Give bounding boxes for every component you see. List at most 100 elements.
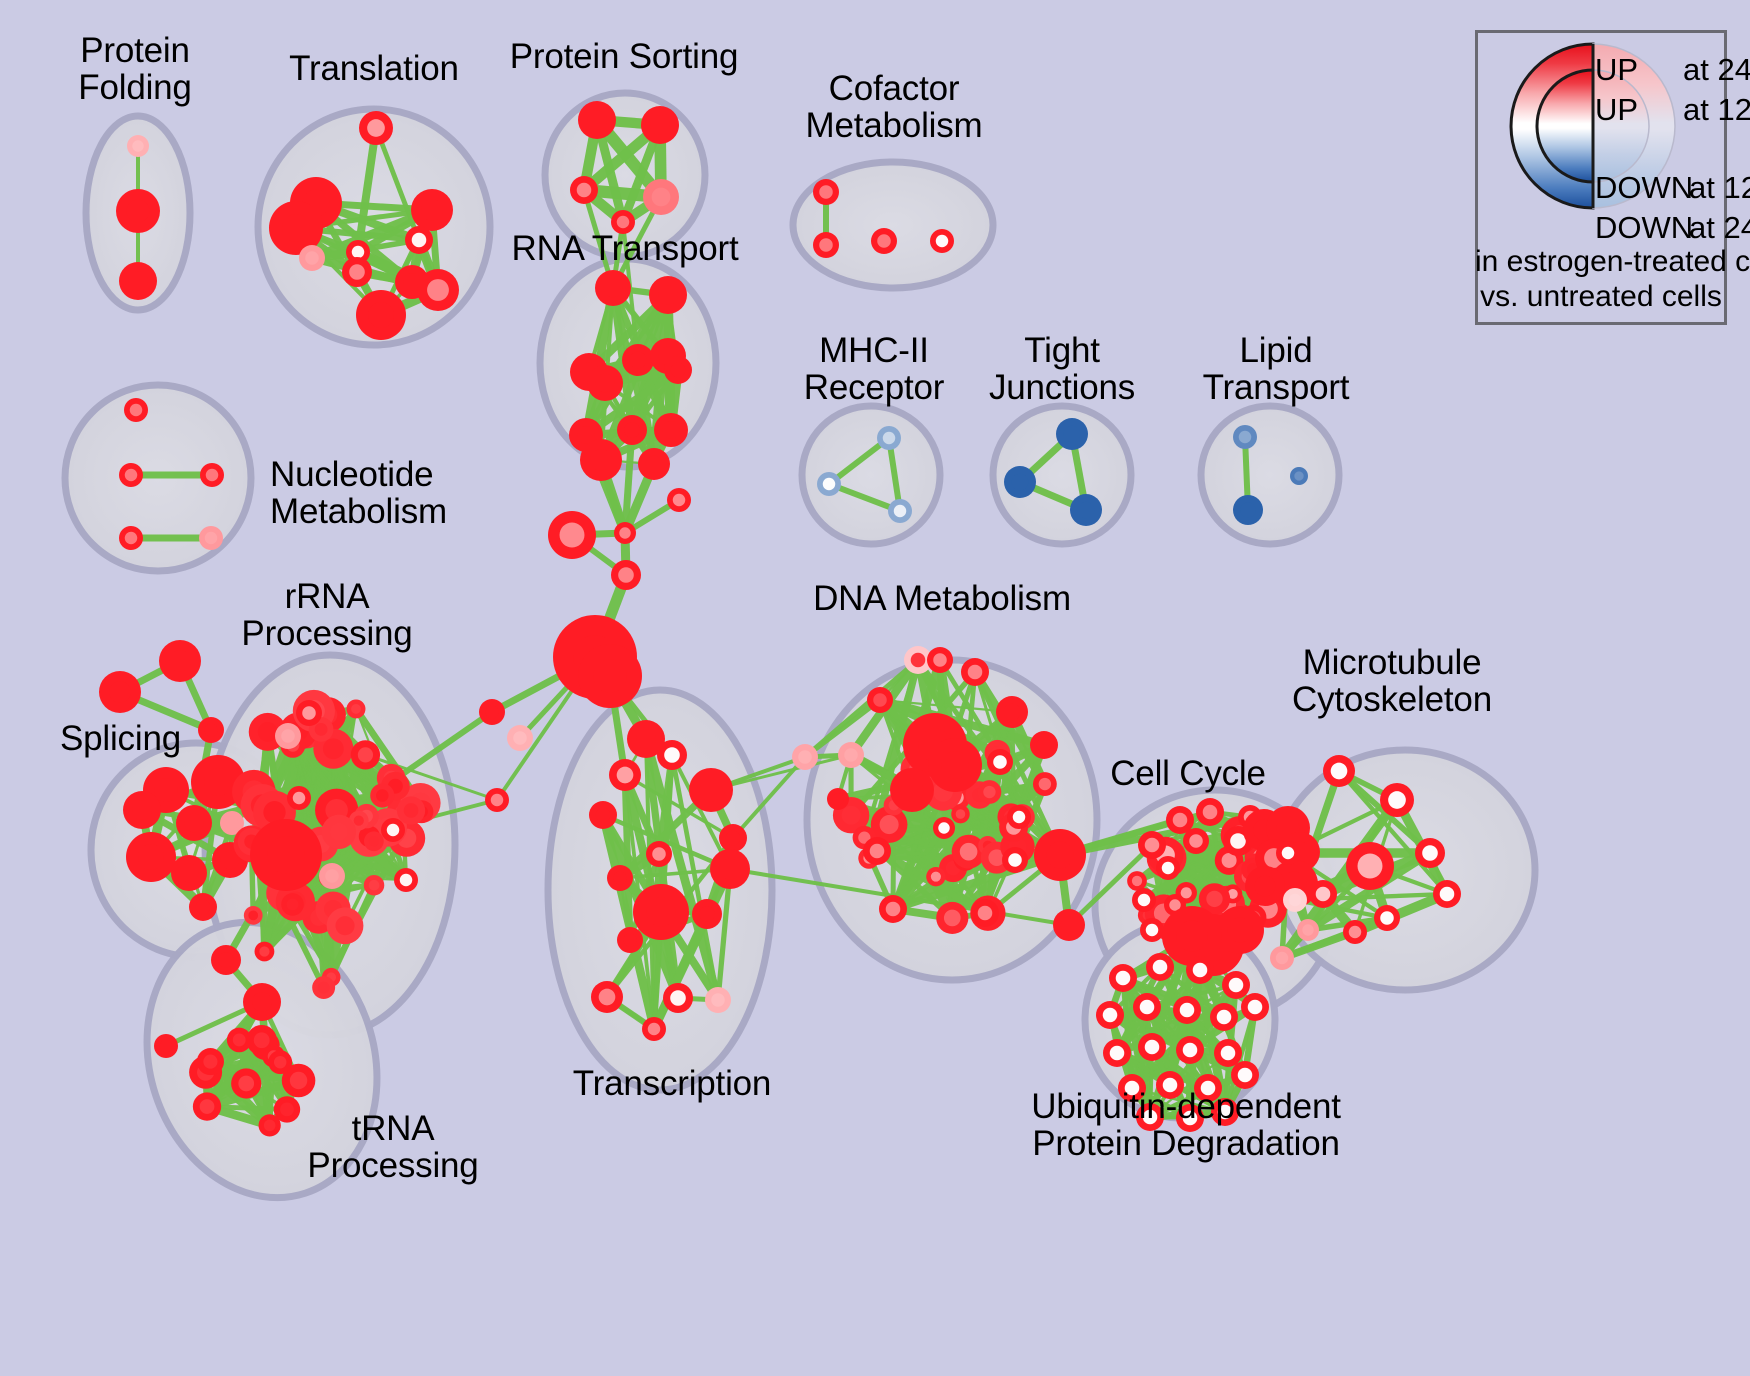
network-node[interactable] [211,945,241,975]
network-node[interactable] [1323,755,1355,787]
network-node[interactable] [622,344,654,376]
network-node[interactable] [1176,1104,1204,1132]
network-node[interactable] [1053,909,1085,941]
network-node[interactable] [1138,1033,1166,1061]
network-node[interactable] [689,768,733,812]
network-node[interactable] [667,488,691,512]
network-node[interactable] [890,768,934,812]
network-node[interactable] [664,356,692,384]
network-node[interactable] [719,824,747,852]
network-node[interactable] [1283,888,1307,912]
network-node[interactable] [933,817,955,839]
network-node[interactable] [641,106,679,144]
network-node[interactable] [321,814,357,850]
network-node[interactable] [1156,1071,1184,1099]
network-node[interactable] [1136,1103,1164,1131]
network-node[interactable] [617,415,647,445]
network-node[interactable] [1346,842,1394,890]
network-node[interactable] [258,1114,281,1137]
network-node[interactable] [1140,918,1164,942]
network-node[interactable] [1173,996,1201,1024]
network-node[interactable] [411,189,453,231]
network-node[interactable] [1216,906,1264,954]
network-node[interactable] [154,1034,178,1058]
network-node[interactable] [1211,1098,1239,1126]
network-node[interactable] [192,1092,222,1121]
network-node[interactable] [1309,880,1337,908]
network-node[interactable] [1245,866,1285,906]
network-node[interactable] [189,893,217,921]
network-node[interactable] [1176,1036,1204,1064]
network-node[interactable] [1056,418,1088,450]
network-node[interactable] [1233,425,1257,449]
network-node[interactable] [570,176,598,204]
network-node[interactable] [607,865,633,891]
network-node[interactable] [1004,466,1036,498]
network-node[interactable] [281,1063,316,1098]
network-node[interactable] [646,841,672,867]
network-node[interactable] [1196,798,1224,826]
network-node[interactable] [1138,831,1166,859]
network-node[interactable] [394,868,418,892]
network-node[interactable] [792,744,818,770]
network-node[interactable] [342,257,372,287]
network-node[interactable] [198,717,224,743]
network-node[interactable] [642,1017,666,1041]
network-node[interactable] [813,232,839,258]
network-node[interactable] [904,646,932,674]
network-node[interactable] [1146,953,1174,981]
network-node[interactable] [1222,971,1250,999]
network-node[interactable] [927,647,953,673]
network-node[interactable] [587,365,623,401]
network-node[interactable] [1032,772,1057,796]
network-node[interactable] [1127,871,1147,891]
network-node[interactable] [250,819,322,891]
network-node[interactable] [1343,920,1367,944]
network-node[interactable] [1297,919,1319,941]
network-node[interactable] [220,811,244,835]
network-node[interactable] [176,805,212,841]
network-node[interactable] [299,245,325,271]
network-node[interactable] [370,783,395,808]
network-node[interactable] [1103,1039,1131,1067]
network-node[interactable] [1109,964,1137,992]
network-node[interactable] [119,526,143,550]
network-node[interactable] [817,472,841,496]
network-node[interactable] [381,818,405,842]
network-node[interactable] [578,101,616,139]
network-node[interactable] [926,866,946,887]
network-node[interactable] [243,905,263,925]
network-node[interactable] [1290,467,1308,485]
network-node[interactable] [643,179,679,215]
network-node[interactable] [254,941,275,962]
network-node[interactable] [417,269,459,311]
network-node[interactable] [159,640,201,682]
network-node[interactable] [359,111,393,145]
network-node[interactable] [578,644,642,708]
network-node[interactable] [363,831,384,852]
network-node[interactable] [196,1048,224,1076]
network-node[interactable] [1194,1074,1222,1102]
network-node[interactable] [226,1027,252,1053]
network-node[interactable] [627,720,665,758]
network-node[interactable] [479,699,505,725]
network-node[interactable] [591,981,623,1013]
network-node[interactable] [928,738,982,792]
network-node[interactable] [609,759,641,791]
network-node[interactable] [867,687,893,713]
network-node[interactable] [243,983,281,1021]
network-node[interactable] [614,522,636,544]
network-node[interactable] [589,801,617,829]
network-node[interactable] [638,448,670,480]
network-node[interactable] [877,426,901,450]
network-node[interactable] [123,791,161,829]
network-node[interactable] [871,228,897,254]
network-node[interactable] [1198,883,1231,915]
network-node[interactable] [1118,1074,1146,1102]
network-node[interactable] [296,700,322,726]
network-node[interactable] [870,806,908,843]
network-node[interactable] [692,899,722,929]
network-node[interactable] [1007,805,1031,829]
network-node[interactable] [633,884,689,940]
network-node[interactable] [127,135,149,157]
